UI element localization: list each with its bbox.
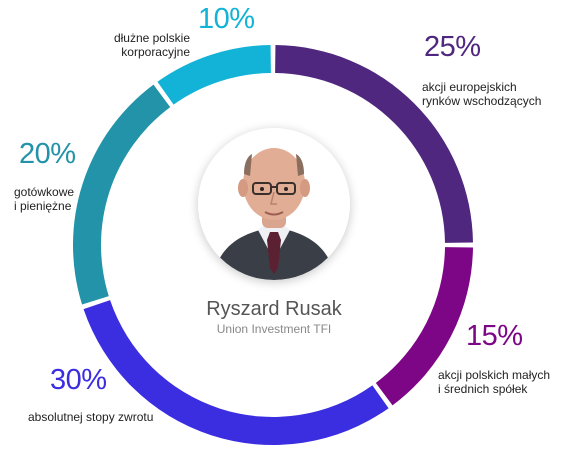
portrait-illustration: [198, 128, 350, 280]
slice-category-label-0: akcji europejskich rynków wschodzących: [422, 80, 542, 108]
donut-slice-2: [83, 300, 389, 446]
donut-slice-0: [275, 45, 473, 243]
slice-value-label-2: 30%: [50, 364, 107, 396]
donut-slice-1: [375, 247, 473, 406]
slice-value-label-1: 15%: [466, 320, 523, 352]
slice-category-label-3: gotówkowe i pieniężne: [14, 185, 75, 213]
slice-value-label-4: 10%: [198, 3, 255, 35]
slice-category-label-4: dłużne polskie korporacyjne: [113, 31, 190, 59]
person-name: Ryszard Rusak: [206, 298, 342, 320]
donut-slice-4: [157, 45, 271, 105]
slice-category-label-1: akcji polskich małych i średnich spółek: [438, 368, 551, 396]
donut-slice-3: [72, 84, 171, 305]
slice-category-label-2: absolutnej stopy zwrotu: [28, 410, 154, 424]
slice-value-label-3: 20%: [19, 138, 76, 170]
person-organization: Union Investment TFI: [216, 322, 332, 336]
portrait-photo: [198, 128, 350, 280]
slice-value-label-0: 25%: [424, 31, 481, 63]
